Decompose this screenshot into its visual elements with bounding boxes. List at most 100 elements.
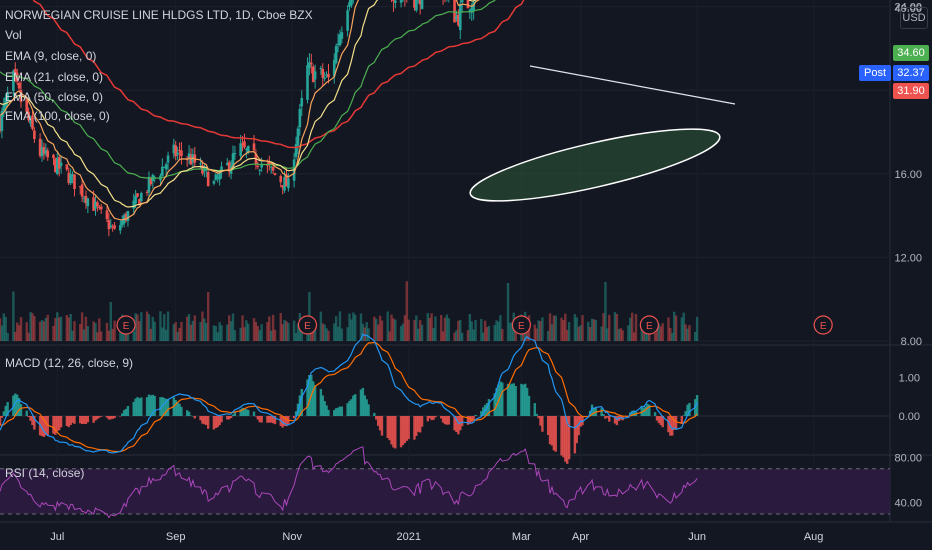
- macd-histogram-bar: [84, 416, 88, 425]
- volume-bar: [363, 327, 366, 341]
- earnings-marker-letter: E: [820, 321, 827, 332]
- candle-body: [243, 141, 246, 148]
- volume-bar: [420, 324, 424, 341]
- macd-histogram-bar: [96, 416, 99, 420]
- candle-body: [340, 32, 344, 39]
- volume-bar: [0, 325, 4, 341]
- candle-body: [25, 99, 29, 112]
- volume-bar: [12, 291, 15, 341]
- candle-body: [311, 66, 315, 83]
- candle-body: [310, 62, 313, 65]
- macd-histogram-bar: [592, 407, 596, 416]
- macd-histogram-bar: [271, 416, 275, 424]
- macd-histogram-bar: [145, 397, 149, 416]
- volume-bar: [674, 315, 678, 341]
- ema9-legend[interactable]: EMA (9, close, 0): [5, 49, 97, 63]
- macd-histogram-bar: [273, 416, 277, 425]
- macd-histogram-bar: [82, 416, 86, 424]
- volume-bar: [136, 314, 139, 341]
- macd-histogram-bar: [403, 416, 407, 443]
- volume-bar: [594, 319, 598, 341]
- macd-histogram-bar: [525, 387, 529, 416]
- volume-bar: [159, 311, 162, 341]
- candle-body: [52, 154, 55, 159]
- currency-button[interactable]: USD: [900, 7, 928, 29]
- candle-body: [46, 150, 50, 158]
- ema21-legend[interactable]: EMA (21, close, 0): [5, 70, 104, 84]
- volume-bar: [334, 316, 338, 341]
- macd-histogram-bar: [216, 416, 219, 428]
- volume-bar: [376, 324, 380, 341]
- candle-body: [187, 153, 191, 158]
- time-axis-label: Jul: [50, 531, 64, 543]
- macd-histogram-bar: [312, 381, 315, 416]
- volume-bar: [67, 317, 70, 341]
- macd-histogram-bar: [191, 415, 195, 417]
- macd-histogram-bar: [6, 402, 9, 416]
- volume-bar: [375, 318, 378, 341]
- volume-bar: [399, 325, 403, 341]
- volume-bar: [480, 319, 483, 341]
- candle-body: [231, 153, 235, 168]
- macd-histogram-bar: [567, 416, 571, 460]
- macd-histogram-bar: [306, 379, 309, 416]
- macd-histogram-bar: [73, 416, 76, 424]
- macd-histogram-bar: [113, 416, 116, 419]
- candle-body: [13, 69, 17, 77]
- volume-bar: [15, 322, 19, 341]
- macd-histogram-bar: [648, 404, 651, 416]
- ema50-legend[interactable]: EMA (50, close, 0): [5, 90, 104, 104]
- vol-legend[interactable]: Vol: [5, 28, 22, 42]
- volume-bar: [231, 313, 235, 341]
- rsi-legend[interactable]: RSI (14, close): [5, 466, 85, 480]
- macd-histogram-bar: [86, 416, 90, 423]
- candle-body: [294, 144, 298, 157]
- macd-histogram-bar: [508, 384, 512, 416]
- volume-bar: [522, 329, 525, 341]
- volume-bar: [443, 317, 447, 341]
- volume-bar: [31, 313, 34, 341]
- candle-body: [96, 202, 99, 207]
- candle-body: [285, 174, 288, 187]
- volume-bar: [69, 313, 72, 341]
- macd-histogram-bar: [453, 416, 456, 431]
- earnings-marker-letter: E: [123, 321, 130, 332]
- volume-bar: [59, 316, 63, 341]
- candle-body: [256, 165, 260, 167]
- macd-histogram-bar: [428, 416, 431, 419]
- earnings-marker-letter: E: [646, 321, 653, 332]
- macd-histogram-bar: [268, 416, 271, 423]
- candle-body: [42, 147, 46, 154]
- rsi-axis-label: 80.00: [894, 453, 922, 465]
- macd-legend[interactable]: MACD (12, 26, close, 9): [5, 356, 134, 370]
- candle-body: [338, 34, 342, 46]
- macd-histogram-bar: [680, 416, 684, 425]
- candle-body: [453, 0, 456, 23]
- volume-bar: [567, 322, 571, 341]
- volume-bar: [153, 321, 156, 341]
- volume-bar: [44, 317, 48, 341]
- volume-bar: [283, 319, 286, 341]
- volume-bar: [606, 328, 609, 341]
- candle-body: [348, 2, 351, 7]
- macd-histogram-bar: [17, 398, 21, 416]
- macd-histogram-bar: [487, 399, 491, 416]
- symbol-title[interactable]: NORWEGIAN CRUISE LINE HLDGS LTD, 1D, Cbo…: [5, 8, 313, 22]
- rsi-line: [0, 446, 698, 519]
- candle-body: [57, 157, 61, 169]
- macd-histogram-bar: [313, 385, 317, 416]
- rsi-band: [0, 468, 890, 514]
- ema50-line: [0, 0, 496, 179]
- macd-histogram-bar: [245, 409, 248, 416]
- macd-histogram-bar: [107, 416, 111, 420]
- macd-histogram-bar: [613, 416, 617, 424]
- volume-bar: [365, 322, 368, 341]
- volume-bar: [268, 316, 271, 341]
- macd-histogram-bar: [178, 403, 181, 416]
- macd-histogram-bar: [573, 416, 577, 454]
- candle-body: [71, 174, 74, 177]
- volume-bar: [554, 315, 557, 341]
- ema100-legend[interactable]: EMA (100, close, 0): [5, 109, 110, 123]
- macd-histogram-bar: [0, 416, 4, 418]
